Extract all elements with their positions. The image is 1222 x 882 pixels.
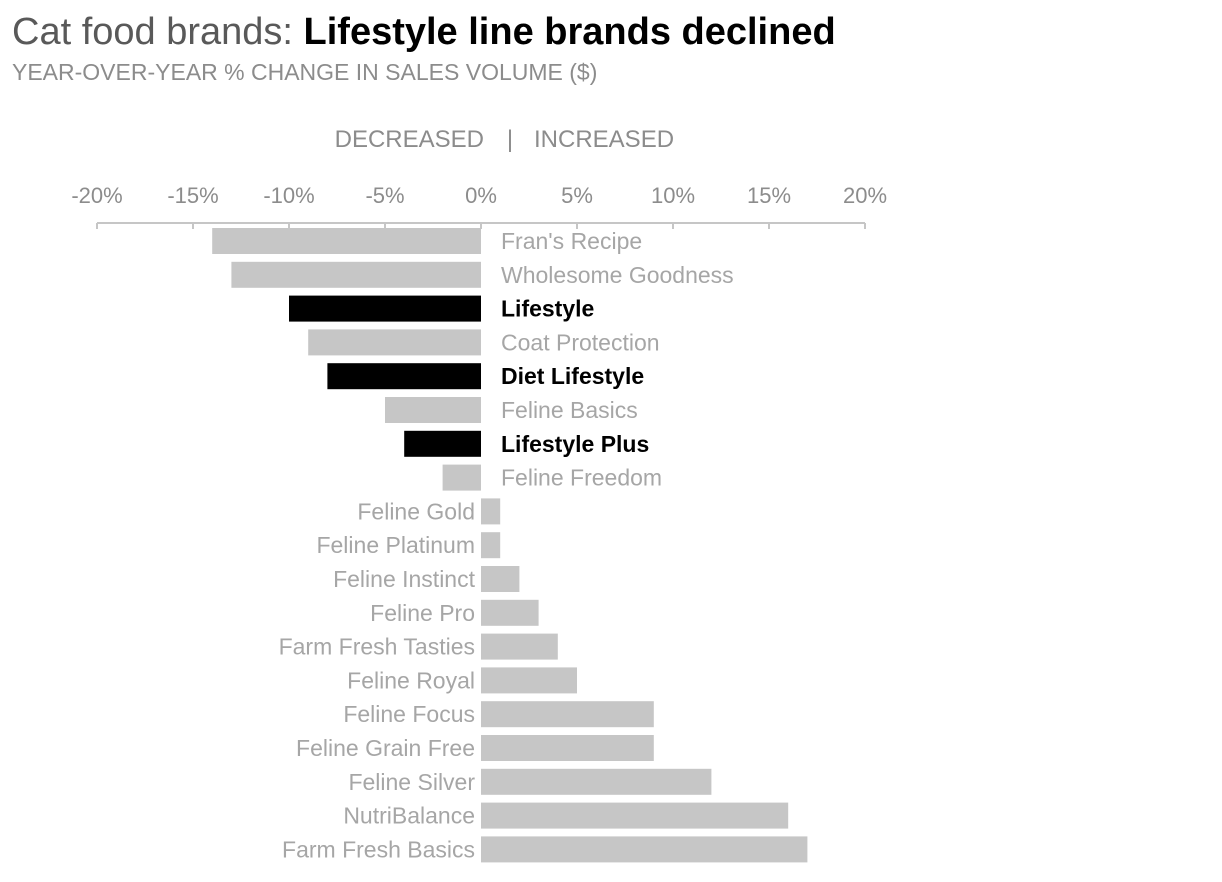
bar: [481, 768, 712, 795]
direction-label-decreased: DECREASED: [335, 126, 484, 153]
bar: [481, 599, 539, 626]
direction-label-separator: |: [507, 126, 513, 153]
bar: [481, 836, 808, 863]
x-tick-label: -15%: [167, 183, 218, 208]
bar: [481, 735, 654, 761]
x-axis: -20% -15% -10% -5% 0% 5% 10% 15% 20%: [71, 183, 887, 229]
x-tick-label: -5%: [365, 183, 404, 208]
direction-label-increased: INCREASED: [534, 126, 674, 153]
bar: [404, 430, 481, 457]
category-label: Feline Freedom: [501, 465, 662, 491]
category-label: Feline Gold: [357, 498, 475, 524]
category-label: NutriBalance: [343, 803, 475, 829]
bar: [481, 566, 520, 592]
category-label: Feline Silver: [348, 769, 475, 795]
x-tick-label: 0%: [465, 183, 497, 208]
bar: [442, 464, 481, 491]
category-label: Lifestyle Plus: [501, 431, 649, 457]
x-tick-label: -20%: [71, 183, 122, 208]
x-tick-label: -10%: [263, 183, 314, 208]
x-tick-label: 20%: [843, 183, 887, 208]
chart-subtitle: YEAR-OVER-YEAR % CHANGE IN SALES VOLUME …: [12, 59, 597, 85]
category-label: Farm Fresh Basics: [282, 836, 475, 862]
x-tick-label: 10%: [651, 183, 695, 208]
bar: [308, 329, 481, 356]
category-label: Farm Fresh Tasties: [279, 634, 475, 660]
chart-title-emphasis: Lifestyle line brands declined: [304, 11, 836, 53]
category-labels: Fran's Recipe Wholesome Goodness Lifestyle…: [279, 228, 734, 862]
chart-title: Cat food brands: Lifestyle line brands d…: [12, 11, 836, 53]
bar: [481, 701, 654, 728]
bar: [481, 532, 501, 559]
category-label: Feline Instinct: [333, 566, 476, 592]
category-label: Feline Basics: [501, 397, 638, 423]
bar: [481, 667, 577, 694]
chart-title-prefix: Cat food brands:: [12, 11, 304, 53]
bar: [289, 295, 481, 322]
category-label: Lifestyle: [501, 296, 594, 322]
category-label: Coat Protection: [501, 329, 660, 355]
bar: [385, 397, 481, 423]
category-label: Fran's Recipe: [501, 228, 642, 254]
bar: [481, 802, 789, 829]
bar: [327, 363, 481, 390]
category-label: Feline Focus: [343, 701, 475, 727]
x-tick-label: 15%: [747, 183, 791, 208]
category-label: Feline Pro: [370, 600, 475, 626]
x-tick-label: 5%: [561, 183, 593, 208]
bar: [481, 633, 558, 660]
category-label: Wholesome Goodness: [501, 262, 734, 288]
bars: [212, 228, 808, 863]
category-label: Feline Royal: [347, 667, 475, 693]
category-label: Feline Grain Free: [296, 735, 475, 761]
category-label: Feline Platinum: [316, 532, 475, 558]
bar: [212, 228, 481, 254]
bar: [231, 261, 481, 288]
bar: [481, 498, 501, 525]
category-label: Diet Lifestyle: [501, 363, 644, 389]
